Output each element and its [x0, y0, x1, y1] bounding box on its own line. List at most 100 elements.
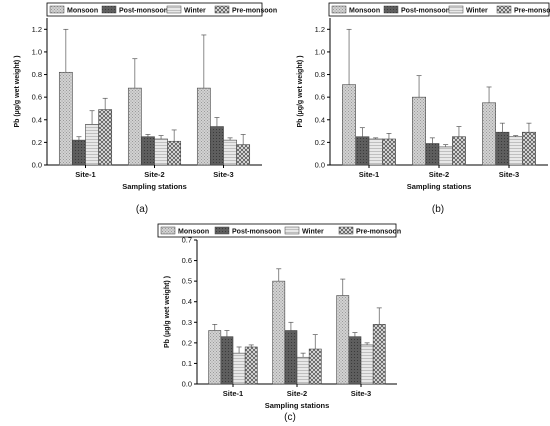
bar-pre-monsoon: [451, 136, 466, 166]
chart-panel-b: 0.0 0.2 0.4 0.6 0.8 1.0 1.2 Pb (µg/g wet weight…: [297, 2, 550, 215]
bar-pre-monsoon: [372, 324, 386, 385]
bar-monsoon: [336, 295, 350, 385]
legend-swatch-monsoon: [160, 226, 176, 235]
y-tick-label: 0.7: [182, 236, 192, 245]
bar-pre-monsoon: [236, 144, 251, 166]
bar-monsoon: [208, 330, 222, 385]
legend-label: Post-monsoon: [401, 8, 450, 15]
bar-monsoon: [482, 102, 496, 166]
legend-swatch-monsoon: [49, 5, 65, 14]
chart-panel-a: 0.0 0.2 0.4 0.6 0.8 1.0 1.2 Pb (µg/g wet weight…: [14, 2, 277, 215]
legend-swatch-pre-monsoon: [338, 226, 354, 235]
y-tick-label: 0.1: [182, 359, 192, 368]
legend-label: Winter: [184, 8, 206, 15]
y-tick-label: 1.2: [315, 25, 325, 34]
bar-post-monsoon: [220, 336, 234, 385]
bar-post-monsoon: [72, 139, 86, 166]
bar-post-monsoon: [141, 136, 155, 166]
bar-pre-monsoon: [308, 348, 322, 385]
bar-pre-monsoon: [381, 138, 396, 166]
bar-pre-monsoon: [244, 346, 258, 385]
legend-label: Pre-monsoon: [514, 8, 550, 15]
bar-winter: [223, 139, 237, 166]
legend-label: Monsoon: [178, 229, 209, 236]
legend-swatch-winter: [284, 226, 300, 235]
bar-monsoon: [196, 87, 211, 166]
y-tick-label: 0.6: [315, 93, 325, 102]
y-tick-label: 0.0: [315, 161, 325, 170]
bar-pre-monsoon: [521, 131, 536, 166]
x-tick-label: Site-1: [359, 170, 379, 179]
panel-caption: (c): [284, 412, 296, 423]
bar-post-monsoon: [210, 126, 224, 166]
bar-winter: [85, 123, 99, 166]
x-tick-label: Site-2: [144, 170, 164, 179]
y-tick-label: 0.4: [32, 115, 42, 124]
x-axis-label: Sampling stations: [407, 182, 472, 191]
legend-swatch-winter: [166, 5, 182, 14]
legend-swatch-pre-monsoon: [214, 5, 230, 14]
legend-label: Monsoon: [67, 8, 98, 15]
bar-winter: [296, 356, 310, 385]
bar-monsoon: [58, 71, 73, 166]
y-tick-label: 1.0: [315, 47, 325, 56]
panel-caption: (b): [432, 204, 444, 215]
x-tick-label: Site-2: [287, 389, 307, 398]
legend-swatch-post-monsoon: [383, 5, 399, 14]
bar-post-monsoon: [355, 136, 370, 166]
x-tick-label: Site-1: [223, 389, 243, 398]
y-tick-label: 0.4: [182, 297, 192, 306]
y-tick-label: 0.5: [182, 277, 192, 286]
x-tick-label: Site-3: [499, 170, 519, 179]
y-axis-label: Pb (µg/g wet weight) ): [297, 55, 304, 127]
legend-box: [46, 2, 263, 17]
legend-label: Post-monsoon: [232, 229, 281, 236]
bar-monsoon: [272, 280, 286, 385]
bar-post-monsoon: [495, 131, 510, 166]
y-tick-label: 0.2: [182, 338, 192, 347]
y-axis-label: Pb (µg/g wet weight) ): [14, 55, 21, 127]
x-tick-label: Site-1: [75, 170, 95, 179]
legend-label: Winter: [466, 8, 488, 15]
bar-post-monsoon: [425, 143, 440, 166]
panel-caption: (a): [136, 204, 148, 215]
y-tick-label: 0.0: [182, 380, 192, 389]
bar-monsoon: [342, 84, 356, 166]
legend-swatch-post-monsoon: [214, 226, 230, 235]
x-axis-label: Sampling stations: [122, 182, 187, 191]
x-tick-label: Site-2: [429, 170, 449, 179]
legend-label: Monsoon: [349, 8, 380, 15]
y-tick-label: 0.6: [182, 256, 192, 265]
bar-monsoon: [127, 87, 142, 166]
legend-label: Pre-monsoon: [232, 8, 277, 15]
bar-monsoon: [412, 96, 426, 166]
bar-winter: [438, 146, 453, 166]
y-tick-label: 1.2: [32, 25, 42, 34]
y-tick-label: 0.2: [32, 138, 42, 147]
y-tick-label: 0.8: [315, 70, 325, 79]
bar-pre-monsoon: [167, 140, 182, 166]
legend-swatch-monsoon: [331, 5, 347, 14]
bar-winter: [360, 344, 374, 385]
bar-winter: [508, 136, 523, 166]
y-tick-label: 0.3: [182, 318, 192, 327]
legend-swatch-winter: [448, 5, 464, 14]
legend-swatch-pre-monsoon: [496, 5, 512, 14]
chart-panel-c: 0.0 0.1 0.2 0.3 0.4 0.5 0.6 0.7 Pb (µg/g wet wei…: [157, 223, 401, 423]
y-tick-label: 0.2: [315, 138, 325, 147]
legend-swatch-post-monsoon: [101, 5, 117, 14]
bar-winter: [154, 138, 168, 166]
y-tick-label: 1.0: [32, 47, 42, 56]
bar-winter: [368, 138, 383, 166]
x-tick-label: Site-3: [213, 170, 233, 179]
bar-winter: [232, 352, 246, 385]
y-tick-label: 0.0: [32, 161, 42, 170]
bar-post-monsoon: [348, 336, 362, 385]
legend-label: Post-monsoon: [119, 8, 168, 15]
x-axis-label: Sampling stations: [265, 401, 330, 410]
y-axis-label: Pb (µg/g wet weight) ): [164, 276, 171, 348]
x-tick-label: Site-3: [351, 389, 371, 398]
y-tick-label: 0.6: [32, 93, 42, 102]
bar-post-monsoon: [284, 330, 298, 385]
